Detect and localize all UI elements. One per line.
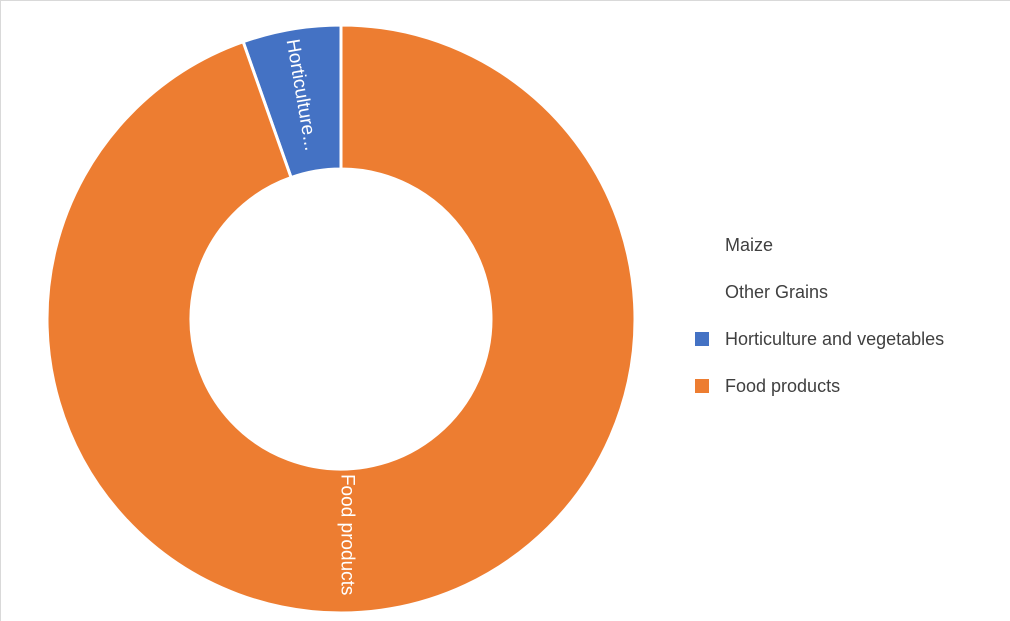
legend-label: Food products [725,375,841,396]
legend: Maize Other Grains Horticulture and vegeta… [695,233,1005,421]
legend-item-horticulture-and-vegetables: Horticulture and vegetables [695,327,1005,351]
legend-label: Other Grains [725,281,829,302]
legend-item-food-products: Food products [695,374,1005,398]
legend-swatch [695,285,709,299]
legend-item-maize: Maize [695,233,1005,257]
legend-item-other-grains: Other Grains [695,280,1005,304]
legend-swatch [695,379,709,393]
slice-food-products [45,23,637,615]
legend-swatch [695,332,709,346]
slice-label-food-products: Food products [337,474,358,595]
legend-swatch [695,238,709,252]
legend-label: Horticulture and vegetables [725,328,945,349]
legend-label: Maize [725,234,774,255]
